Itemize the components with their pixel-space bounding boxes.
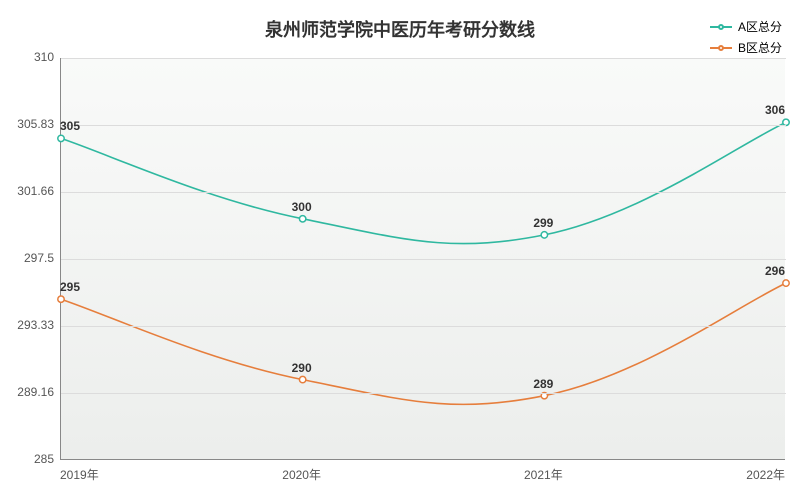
data-label: 296 [765,264,785,278]
y-axis-label: 301.66 [17,184,54,198]
legend-swatch-1 [710,47,732,49]
series-marker [58,296,64,302]
y-gridline [61,125,786,126]
legend-item-0: A区总分 [710,18,782,35]
x-axis-label: 2020年 [282,466,321,483]
y-gridline [61,192,786,193]
series-marker [541,232,547,238]
y-gridline [61,58,786,59]
legend-swatch-0 [710,26,732,28]
legend-item-1: B区总分 [710,39,782,56]
y-gridline [61,259,786,260]
series-marker [299,376,305,382]
series-line-0 [61,122,786,243]
y-axis-label: 293.33 [17,318,54,332]
y-gridline [61,326,786,327]
y-axis-label: 285 [34,452,54,466]
data-label: 289 [533,377,553,391]
data-label: 295 [60,280,80,294]
legend-label-1: B区总分 [738,39,782,56]
data-label: 300 [292,200,312,214]
chart-title: 泉州师范学院中医历年考研分数线 [0,0,800,42]
data-label: 299 [533,216,553,230]
y-axis-label: 289.16 [17,385,54,399]
plot-area [60,58,785,460]
y-axis-label: 305.83 [17,117,54,131]
data-label: 305 [60,119,80,133]
y-axis-label: 310 [34,50,54,64]
series-line-1 [61,283,786,404]
y-axis-label: 297.5 [24,251,54,265]
legend: A区总分 B区总分 [710,18,782,60]
data-label: 306 [765,103,785,117]
y-gridline [61,393,786,394]
x-axis-label: 2019年 [60,466,99,483]
x-axis-label: 2021年 [524,466,563,483]
data-label: 290 [292,361,312,375]
series-marker [299,216,305,222]
x-axis-label: 2022年 [746,466,785,483]
legend-label-0: A区总分 [738,18,782,35]
series-marker [783,280,789,286]
chart-container: 泉州师范学院中医历年考研分数线 A区总分 B区总分 285 289.16 293.33… [0,0,800,500]
series-marker [58,135,64,141]
